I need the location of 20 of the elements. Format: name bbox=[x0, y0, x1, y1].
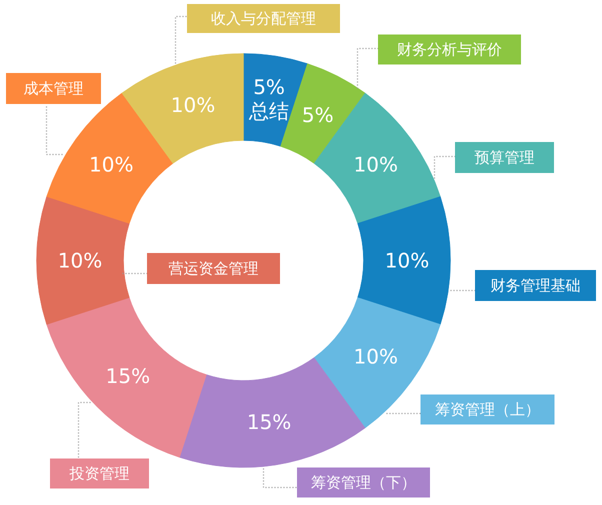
data-label: 10% bbox=[384, 248, 430, 272]
slice-label: 筹资管理（上） bbox=[435, 400, 540, 418]
data-label: 10% bbox=[354, 344, 398, 369]
slice-label: 财务分析与评价 bbox=[397, 40, 502, 58]
slice-label: 筹资管理（下） bbox=[311, 474, 416, 492]
data-label: 15% bbox=[246, 410, 292, 434]
slice-label: 预算管理 bbox=[474, 148, 534, 166]
slice-label: 收入与分配管理 bbox=[211, 10, 316, 28]
data-label: 10% bbox=[58, 248, 102, 272]
data-label: 10% bbox=[354, 152, 398, 176]
data-label: 10% bbox=[170, 93, 216, 117]
slice-label: 成本管理 bbox=[24, 80, 84, 98]
data-label: 15% bbox=[106, 364, 150, 388]
data-label: 5% bbox=[302, 102, 334, 127]
slice-label: 投资管理 bbox=[68, 464, 130, 482]
slice-label: 总结 bbox=[248, 99, 290, 124]
slice-label: 财务管理基础 bbox=[490, 276, 580, 294]
slice-label: 营运资金管理 bbox=[168, 260, 258, 278]
data-label: 10% bbox=[89, 152, 134, 176]
data-label: 5% bbox=[253, 75, 285, 100]
